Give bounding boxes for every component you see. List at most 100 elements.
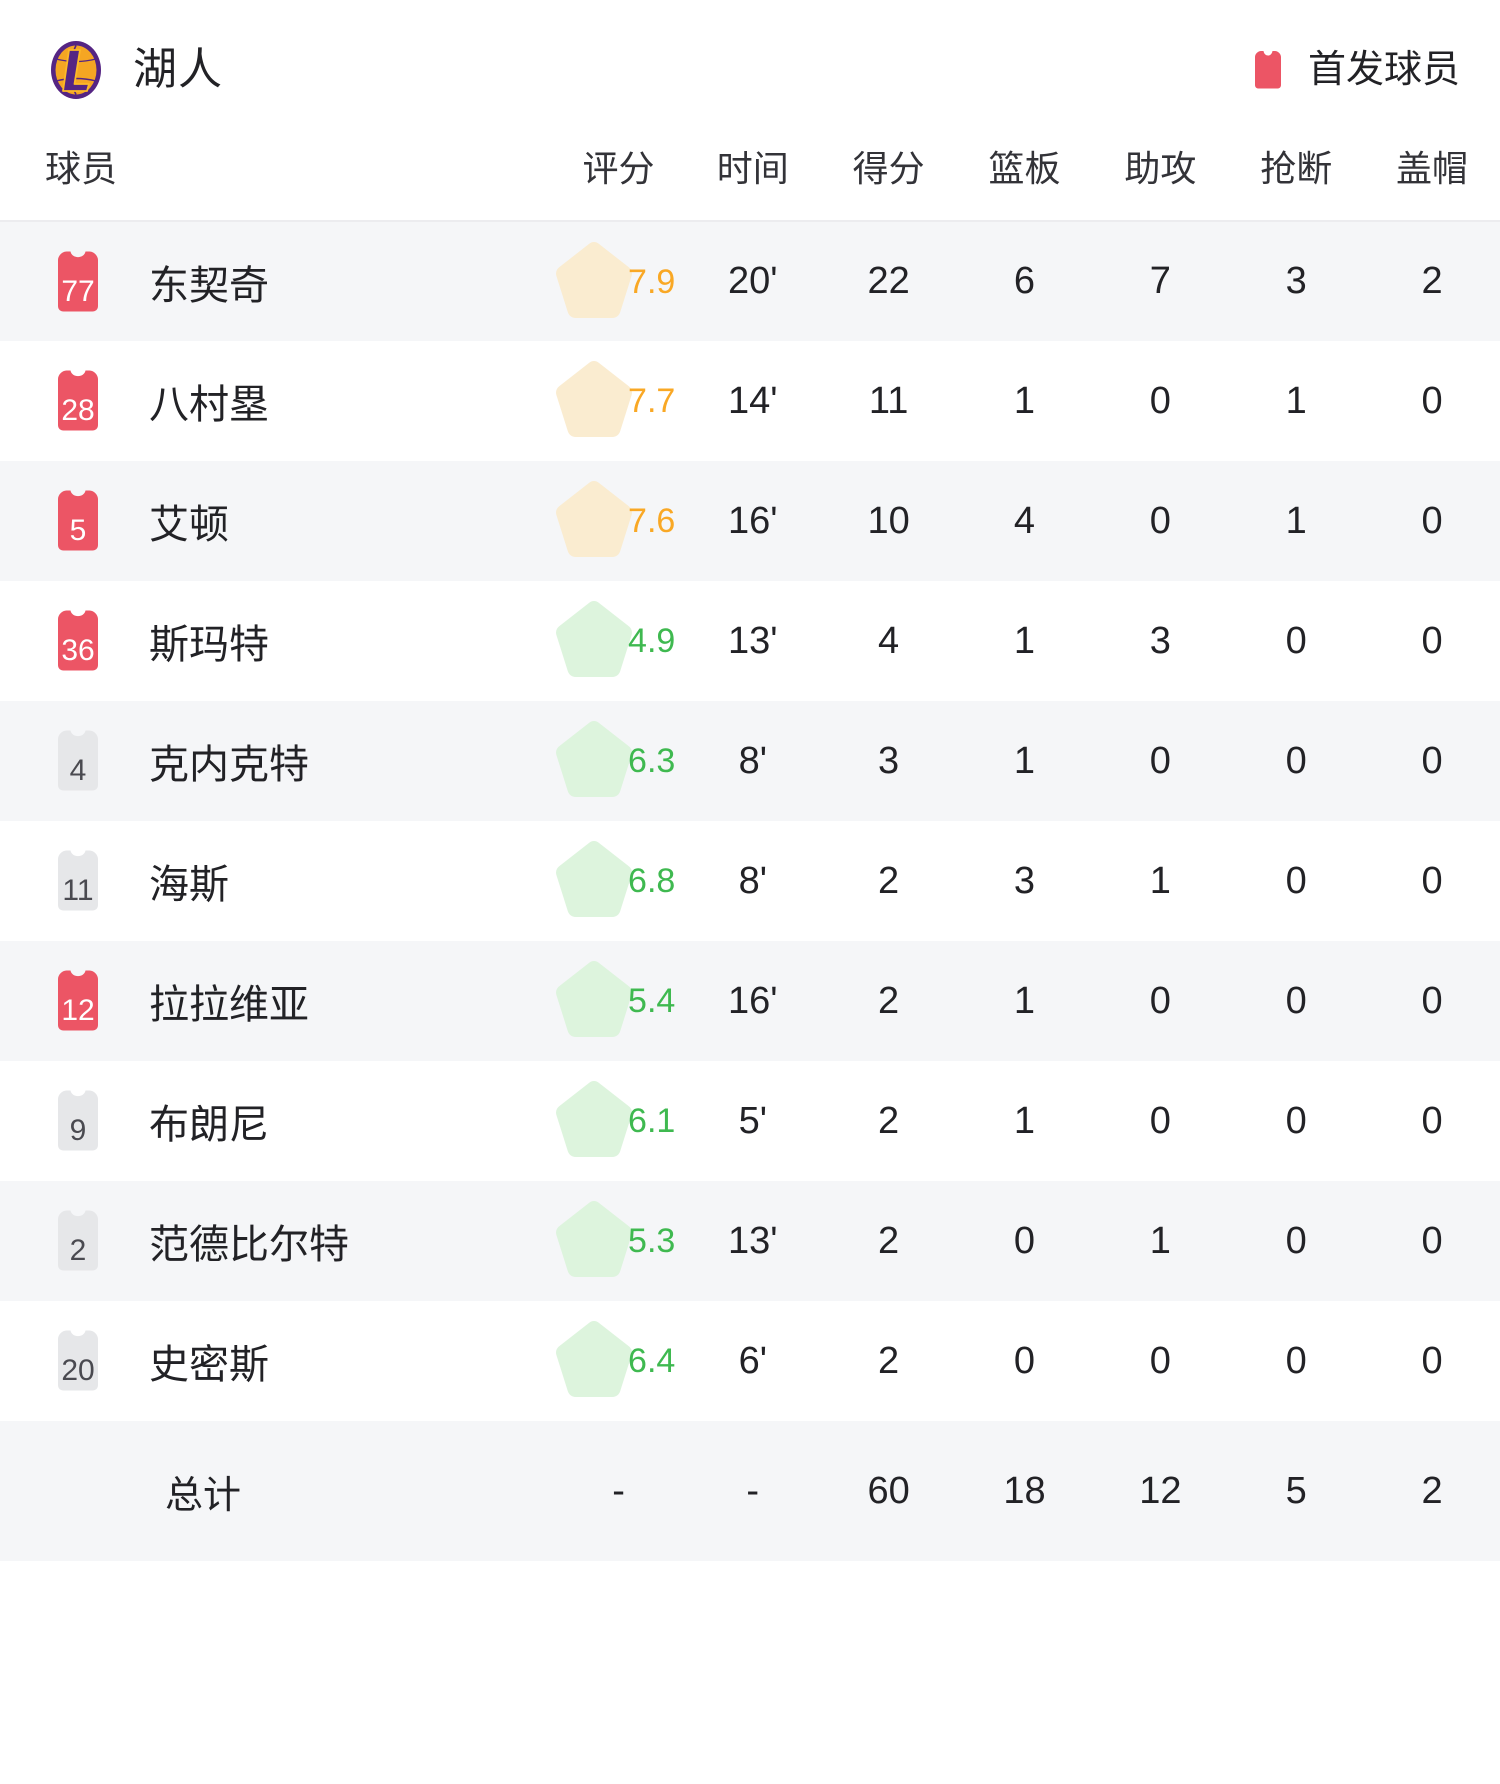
rating-badge: 7.9 <box>552 239 685 325</box>
table-row[interactable]: 77 东契奇 7.9 20' 22 6 7 3 2 <box>0 221 1500 341</box>
totals-time: - <box>746 1469 760 1512</box>
blocks-cell: 0 <box>1421 1099 1443 1142</box>
time-cell: 8' <box>738 739 767 782</box>
assists-cell: 0 <box>1149 379 1171 422</box>
assists-cell: 0 <box>1149 979 1171 1022</box>
column-header-time: 时间 <box>716 148 789 189</box>
rating-value: 7.9 <box>628 262 676 301</box>
time-cell: 14' <box>727 379 778 422</box>
rebounds-cell: 0 <box>1013 1219 1036 1262</box>
player-cell[interactable]: 20 史密斯 <box>0 1301 552 1421</box>
time-cell: 20' <box>727 260 778 302</box>
jersey-icon: 28 <box>45 366 111 436</box>
totals-rebounds: 18 <box>1003 1469 1046 1512</box>
blocks-cell: 0 <box>1421 619 1443 662</box>
rating-badge: 6.1 <box>552 1078 685 1164</box>
table-row[interactable]: 5 艾顿 7.6 16' 10 4 0 1 0 <box>0 461 1500 581</box>
jersey-number: 77 <box>61 274 95 308</box>
player-cell[interactable]: 5 艾顿 <box>0 461 552 581</box>
table-body: 77 东契奇 7.9 20' 22 6 7 3 2 28 八村塁 7.7 14' 11 1 0 1 0 5 艾顿 7.6… <box>0 221 1500 1561</box>
table-row[interactable]: 2 范德比尔特 5.3 13' 2 0 1 0 0 <box>0 1181 1500 1301</box>
points-cell: 11 <box>868 379 909 422</box>
assists-cell: 0 <box>1149 499 1171 542</box>
time-cell: 8' <box>738 859 767 902</box>
steals-cell: 0 <box>1285 1339 1307 1382</box>
player-stats-table: 球员 评分 时间 得分 篮板 助攻 抢断 盖帽 77 东契奇 7.9 20' 22 6 7 3… <box>0 140 1500 1561</box>
points-cell: 2 <box>878 859 900 902</box>
table-row[interactable]: 28 八村塁 7.7 14' 11 1 0 1 0 <box>0 341 1500 461</box>
player-cell[interactable]: 4 克内克特 <box>0 701 552 821</box>
assists-cell: 7 <box>1149 260 1171 302</box>
table-row[interactable]: 12 拉拉维亚 5.4 16' 2 1 0 0 0 <box>0 941 1500 1061</box>
steals-cell: 0 <box>1285 739 1307 782</box>
player-name: 克内克特 <box>149 743 309 787</box>
rating-value: 7.6 <box>628 502 676 540</box>
player-cell[interactable]: 28 八村塁 <box>0 341 552 461</box>
player-cell[interactable]: 12 拉拉维亚 <box>0 941 552 1061</box>
rating-value: 4.9 <box>628 622 676 660</box>
assists-cell: 3 <box>1149 619 1171 662</box>
assists-cell: 0 <box>1149 1339 1171 1382</box>
jersey-icon: 36 <box>45 606 111 676</box>
rating-cell: 6.1 <box>552 1061 685 1181</box>
player-name: 史密斯 <box>149 1343 269 1387</box>
points-cell: 10 <box>867 499 910 542</box>
jersey-number: 9 <box>69 1114 87 1147</box>
blocks-cell: 2 <box>1421 260 1443 302</box>
jersey-number: 12 <box>61 994 95 1027</box>
blocks-cell: 0 <box>1421 859 1443 902</box>
rating-cell: 5.3 <box>552 1181 685 1301</box>
jersey-number: 2 <box>69 1234 87 1267</box>
table-row[interactable]: 4 克内克特 6.3 8' 3 1 0 0 0 <box>0 701 1500 821</box>
jersey-icon: 20 <box>45 1326 111 1396</box>
blocks-cell: 0 <box>1421 739 1443 782</box>
steals-cell: 3 <box>1285 260 1307 302</box>
steals-cell: 0 <box>1285 1099 1307 1142</box>
time-cell: 6' <box>738 1339 767 1382</box>
time-cell: 16' <box>727 979 778 1022</box>
rating-badge: 7.7 <box>552 358 685 444</box>
player-cell[interactable]: 2 范德比尔特 <box>0 1181 552 1301</box>
totals-points: 60 <box>867 1469 910 1512</box>
points-cell: 22 <box>867 260 910 302</box>
rebounds-cell: 1 <box>1013 739 1036 782</box>
table-row[interactable]: 36 斯玛特 4.9 13' 4 1 3 0 0 <box>0 581 1500 701</box>
table-row[interactable]: 20 史密斯 6.4 6' 2 0 0 0 0 <box>0 1301 1500 1421</box>
jersey-number: 11 <box>62 874 94 907</box>
steals-cell: 1 <box>1285 379 1307 422</box>
rating-value: 7.7 <box>628 382 676 420</box>
blocks-cell: 0 <box>1421 499 1443 542</box>
jersey-number: 28 <box>61 394 95 427</box>
rating-value: 6.8 <box>628 862 676 900</box>
player-cell[interactable]: 77 东契奇 <box>0 221 552 341</box>
steals-cell: 0 <box>1285 859 1307 902</box>
rating-value: 6.1 <box>628 1102 676 1140</box>
totals-label: 总计 <box>165 1474 242 1517</box>
team-identity[interactable]: 湖人 <box>45 39 223 101</box>
rating-cell: 4.9 <box>552 581 685 701</box>
player-name: 布朗尼 <box>149 1103 269 1147</box>
totals-row: 总计 - - 60 18 12 5 2 <box>0 1421 1500 1561</box>
time-cell: 13' <box>727 619 778 662</box>
jersey-icon: 9 <box>45 1086 111 1156</box>
rating-badge: 5.4 <box>552 958 685 1044</box>
points-cell: 2 <box>878 1219 900 1262</box>
player-cell[interactable]: 11 海斯 <box>0 821 552 941</box>
table-row[interactable]: 9 布朗尼 6.1 5' 2 1 0 0 0 <box>0 1061 1500 1181</box>
rebounds-cell: 1 <box>1013 1099 1036 1142</box>
totals-rating: - <box>612 1469 625 1512</box>
table-row[interactable]: 11 海斯 6.8 8' 2 3 1 0 0 <box>0 821 1500 941</box>
player-cell[interactable]: 9 布朗尼 <box>0 1061 552 1181</box>
player-name: 斯玛特 <box>149 623 269 667</box>
table-header-row: 球员 评分 时间 得分 篮板 助攻 抢断 盖帽 <box>0 140 1500 221</box>
player-name: 八村塁 <box>149 383 269 427</box>
rating-cell: 7.9 <box>552 221 685 341</box>
points-cell: 3 <box>878 739 900 782</box>
player-cell[interactable]: 36 斯玛特 <box>0 581 552 701</box>
assists-cell: 1 <box>1149 1219 1171 1262</box>
jersey-icon: 5 <box>45 486 111 556</box>
rating-badge: 6.4 <box>552 1318 685 1404</box>
column-header-points: 得分 <box>852 148 925 189</box>
player-name: 拉拉维亚 <box>149 983 309 1027</box>
